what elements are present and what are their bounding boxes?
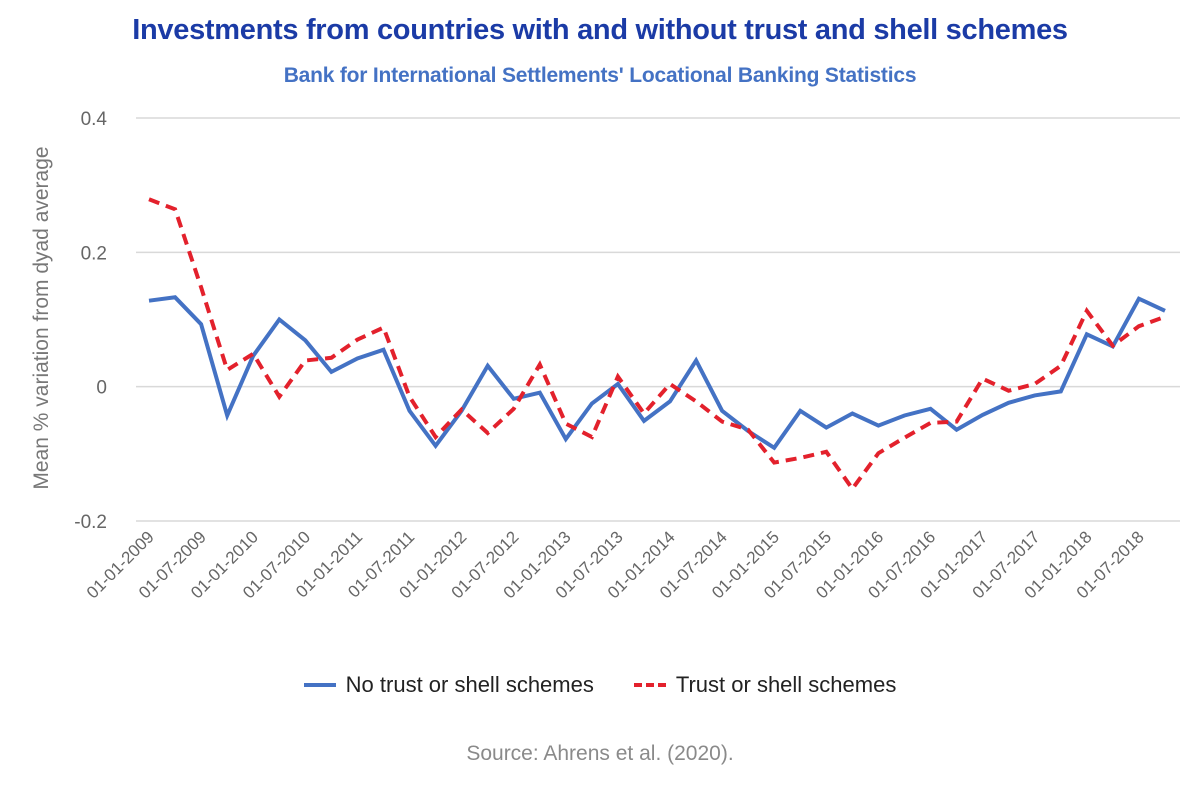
data-point <box>277 318 281 322</box>
data-point <box>798 456 802 460</box>
data-point <box>1085 332 1089 336</box>
data-point <box>1033 382 1037 386</box>
data-point <box>199 322 203 326</box>
data-point <box>460 408 464 412</box>
source-note: Source: Ahrens et al. (2020). <box>466 742 734 765</box>
data-point <box>955 428 959 432</box>
data-point <box>329 356 333 360</box>
data-point <box>147 299 151 303</box>
data-point <box>173 295 177 299</box>
data-point <box>225 414 229 418</box>
data-point <box>850 487 854 491</box>
data-point <box>303 358 307 362</box>
data-point <box>225 368 229 372</box>
data-point <box>902 414 906 418</box>
data-point <box>434 435 438 439</box>
y-tick-label: 0.2 <box>81 243 107 264</box>
data-point <box>277 395 281 399</box>
data-point <box>199 285 203 289</box>
data-point <box>408 395 412 399</box>
x-axis-ticks: 01-01-200901-07-200901-01-201001-07-2010… <box>83 527 1148 602</box>
data-point <box>824 426 828 430</box>
y-axis-label: Mean % variation from dyad average <box>30 146 53 489</box>
legend: No trust or shell schemes Trust or shell… <box>0 672 1200 698</box>
data-point <box>668 382 672 386</box>
data-point <box>251 352 255 356</box>
y-tick-label: 0 <box>96 378 107 399</box>
data-point <box>329 370 333 374</box>
chart-subtitle: Bank for International Settlements' Loca… <box>283 64 917 87</box>
data-point <box>512 407 516 411</box>
data-point <box>1033 393 1037 397</box>
data-point <box>929 421 933 425</box>
data-point <box>590 401 594 405</box>
data-point <box>1059 389 1063 393</box>
series-lines <box>147 197 1167 493</box>
data-point <box>1111 344 1115 348</box>
chart-title: Investments from countries with and with… <box>132 14 1068 46</box>
data-point <box>486 431 490 435</box>
legend-item-no-trust: No trust or shell schemes <box>303 672 594 698</box>
data-point <box>616 375 620 379</box>
data-point <box>512 397 516 401</box>
data-point <box>173 207 177 211</box>
legend-label: Trust or shell schemes <box>675 672 897 697</box>
data-point <box>355 356 359 360</box>
legend-label: No trust or shell schemes <box>345 672 594 697</box>
legend-item-trust: Trust or shell schemes <box>633 672 897 698</box>
data-point <box>408 409 412 413</box>
legend-swatch-solid-line-icon <box>303 683 336 687</box>
data-point <box>1163 309 1167 313</box>
data-point <box>824 450 828 454</box>
data-point <box>694 399 698 403</box>
data-point <box>798 409 802 413</box>
y-axis-ticks: 0.4 0.2 0 -0.2 <box>74 109 107 533</box>
data-point <box>668 399 672 403</box>
data-point <box>1059 364 1063 368</box>
data-point <box>147 197 151 201</box>
data-point <box>955 420 959 424</box>
data-point <box>1085 309 1089 313</box>
data-point <box>538 391 542 395</box>
data-point <box>616 382 620 386</box>
data-point <box>642 412 646 416</box>
legend-swatch-dashed-line-icon <box>633 683 666 687</box>
data-point <box>720 420 724 424</box>
data-point <box>1007 389 1011 393</box>
data-point <box>381 348 385 352</box>
data-point <box>694 358 698 362</box>
data-point <box>381 326 385 330</box>
y-tick-label: -0.2 <box>74 512 107 533</box>
data-point <box>590 435 594 439</box>
data-point <box>772 461 776 465</box>
data-point <box>1137 297 1141 301</box>
data-point <box>876 451 880 455</box>
data-point <box>1137 324 1141 328</box>
data-point <box>981 413 985 417</box>
data-point <box>434 444 438 448</box>
data-point <box>355 338 359 342</box>
data-point <box>876 424 880 428</box>
data-point <box>1007 401 1011 405</box>
data-point <box>538 363 542 367</box>
data-point <box>746 428 750 432</box>
data-point <box>850 412 854 416</box>
data-point <box>564 437 568 441</box>
data-point <box>981 377 985 381</box>
y-tick-label: 0.4 <box>81 109 108 130</box>
gridlines <box>136 117 1180 522</box>
data-point <box>902 436 906 440</box>
data-point <box>642 419 646 423</box>
series-line-no-trust <box>148 295 1166 451</box>
data-point <box>564 422 568 426</box>
data-point <box>720 409 724 413</box>
data-point <box>303 338 307 342</box>
data-point <box>1163 315 1167 319</box>
data-point <box>929 407 933 411</box>
data-point <box>772 446 776 450</box>
data-point <box>486 364 490 368</box>
series-line-trust <box>148 197 1166 493</box>
